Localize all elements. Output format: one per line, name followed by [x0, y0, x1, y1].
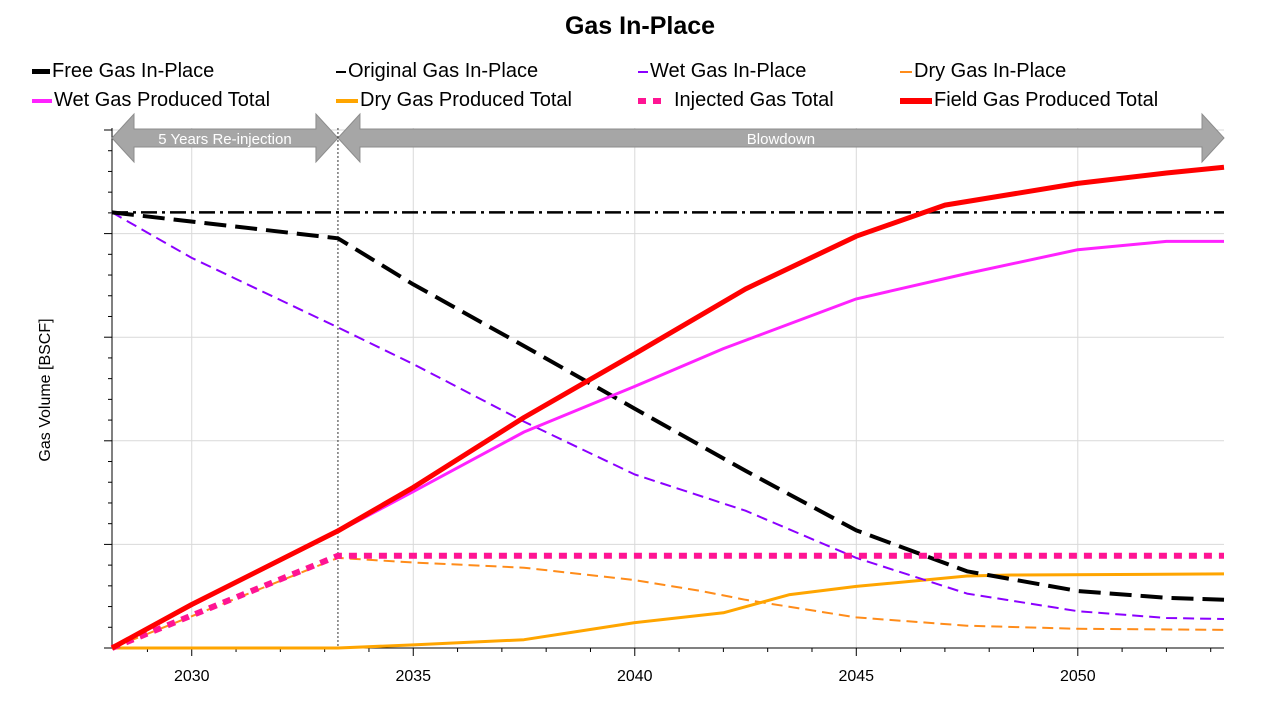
x-tick-label: 2045	[838, 668, 874, 685]
phase-annotations: 5 Years Re-injection Blowdown	[111, 112, 1225, 648]
legend-wet-gas-in-place: Wet Gas In-Place	[638, 60, 806, 83]
axes	[104, 128, 1224, 656]
legend-label: Wet Gas In-Place	[650, 60, 807, 82]
legend-swatch-dry-gas-produced	[336, 98, 358, 103]
series-line-wet-gas-in-place	[111, 211, 1225, 620]
legend-swatch-wet-gas	[638, 70, 648, 73]
series-line-injected-gas-total	[110, 552, 1224, 651]
legend-swatch-free-gas	[32, 69, 50, 74]
legend-dry-gas-in-place: Dry Gas In-Place	[900, 60, 1066, 83]
phase-arrow-1	[337, 112, 1225, 164]
legend-label: Free Gas In-Place	[52, 60, 215, 82]
series-line-dry-gas-produced-total	[112, 572, 1225, 650]
legend-swatch-dry-gas	[900, 70, 912, 73]
legend-swatch-field-gas	[900, 97, 932, 104]
legend-label: Field Gas Produced Total	[934, 89, 1159, 111]
legend-original-gas-in-place: Original Gas In-Place	[336, 60, 538, 83]
legend-free-gas-in-place: Free Gas In-Place	[32, 60, 214, 83]
legend-field-gas-produced-total: Field Gas Produced Total	[900, 89, 1158, 112]
legend-label: Injected Gas Total	[674, 89, 834, 111]
legend-dry-gas-produced-total: Dry Gas Produced Total	[336, 89, 572, 112]
x-tick-labels: 2030 2035 2040 2045 2050	[174, 668, 1096, 685]
legend-label: Original Gas In-Place	[348, 60, 539, 82]
legend-wet-gas-produced-total: Wet Gas Produced Total	[32, 89, 270, 112]
phase-label-0: 5 Years Re-injection	[158, 131, 291, 148]
phase-label-1: Blowdown	[747, 131, 815, 148]
legend-injected-gas-total: Injected Gas Total	[638, 89, 834, 112]
chart-title: Gas In-Place	[564, 12, 716, 40]
legend-label: Dry Gas In-Place	[914, 60, 1067, 82]
legend-label: Dry Gas Produced Total	[360, 89, 572, 111]
series-line-free-gas-in-place	[111, 210, 1225, 602]
x-tick-label: 2030	[174, 668, 210, 685]
data-series	[110, 164, 1225, 651]
series-line-dry-gas-in-place	[111, 556, 1225, 649]
legend-label: Wet Gas Produced Total	[54, 89, 271, 111]
legend-swatch-original-gas	[336, 70, 346, 73]
x-tick-label: 2035	[395, 668, 431, 685]
series-line-field-gas-produced-total	[110, 164, 1225, 651]
x-tick-label: 2040	[617, 668, 653, 685]
x-tick-label: 2050	[1060, 668, 1096, 685]
legend-swatch-wet-gas-produced	[32, 98, 52, 103]
grid	[112, 128, 1224, 648]
legend-swatch-injected-gas	[638, 97, 664, 104]
y-axis-label: Gas Volume [BSCF]	[37, 318, 54, 461]
